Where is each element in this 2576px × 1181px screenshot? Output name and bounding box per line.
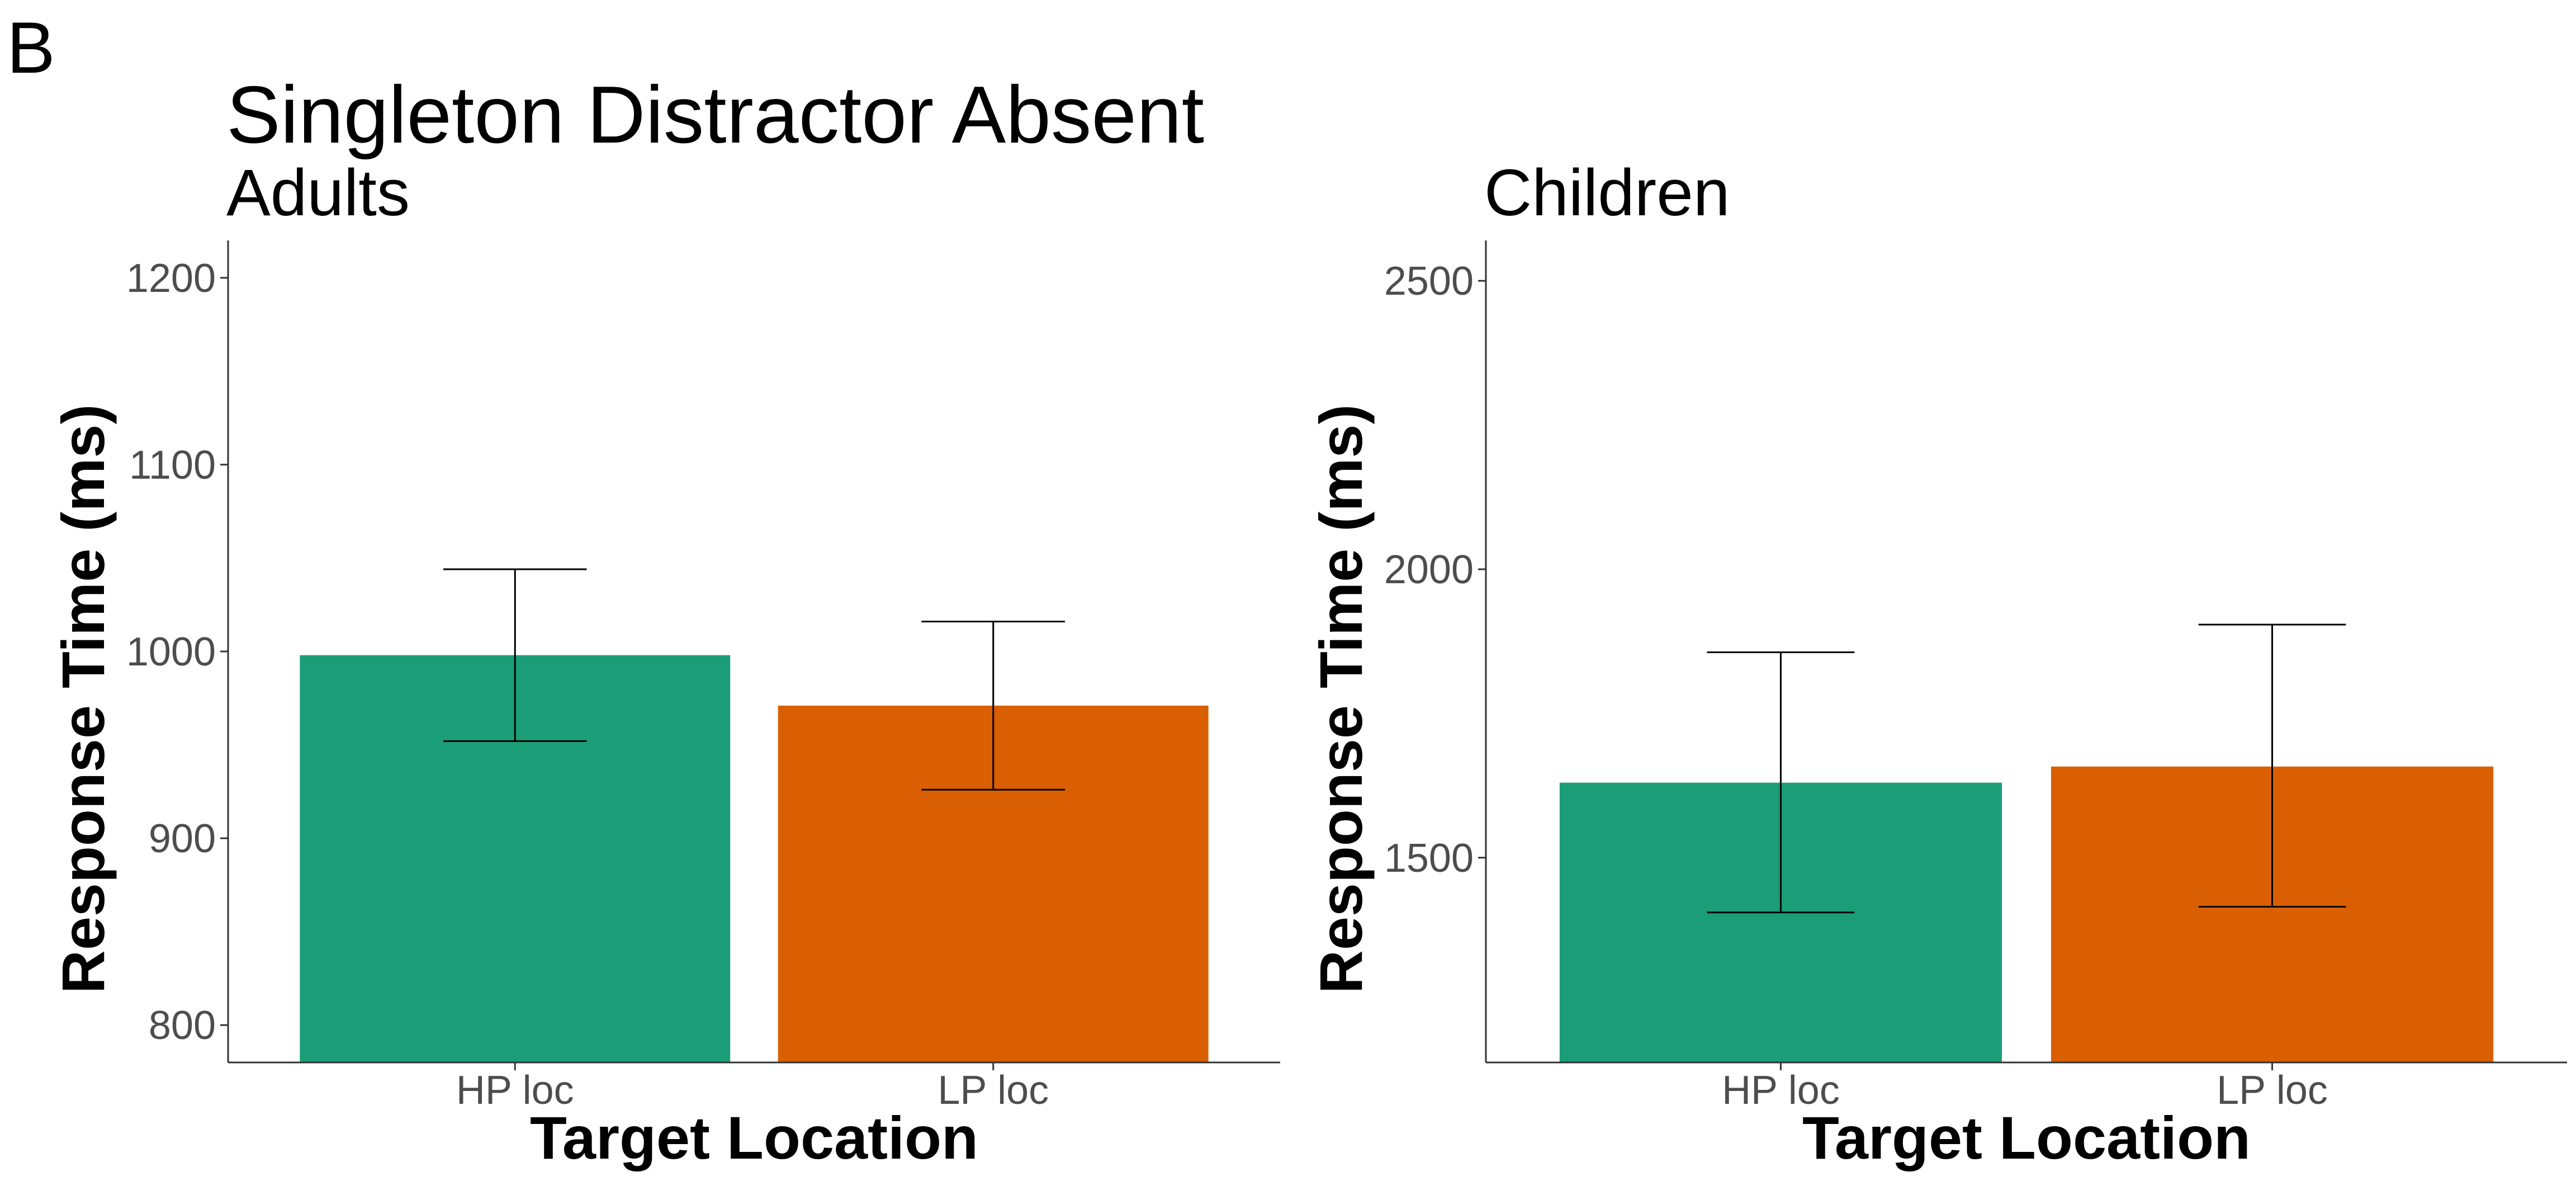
y-axis-label: Response Time (ms)	[1307, 404, 1375, 994]
error-bar	[2198, 623, 2346, 908]
facet-title: Adults	[226, 156, 410, 230]
x-tick-label: HP loc	[456, 1068, 574, 1113]
y-tick-label: 2000	[1384, 547, 1474, 592]
x-axis-label: Target Location	[530, 1104, 978, 1171]
error-bar	[443, 568, 587, 742]
x-tick-label: LP loc	[2217, 1068, 2328, 1113]
error-bar	[1707, 651, 1855, 914]
facet-title: Children	[1484, 156, 1730, 230]
x-tick-label: LP loc	[937, 1068, 1049, 1113]
chart-panel-1: Children HP loc LP loc 1500 2000 2500 Target L…	[1307, 156, 2567, 1171]
figure-title: Singleton Distractor Absent	[226, 69, 1204, 160]
x-axis-label: Target Location	[1802, 1104, 2251, 1171]
y-tick-label: 800	[149, 1003, 216, 1048]
y-tick-label: 1500	[1384, 836, 1474, 881]
chart-panels: Adults HP loc LP loc 800 900 1000 1100 1200 Targ…	[49, 156, 2567, 1171]
panel-letter: B	[7, 7, 55, 88]
y-tick-label: 1100	[129, 443, 216, 488]
x-tick-label: HP loc	[1722, 1068, 1840, 1113]
y-tick-label: 1000	[126, 630, 216, 674]
error-bar	[921, 621, 1066, 791]
y-tick-label: 900	[149, 816, 216, 861]
chart-panel-0: Adults HP loc LP loc 800 900 1000 1100 1200 Targ…	[49, 156, 1280, 1171]
y-tick-label: 1200	[126, 256, 216, 301]
y-axis-label: Response Time (ms)	[49, 404, 117, 994]
y-tick-label: 2500	[1384, 259, 1474, 304]
